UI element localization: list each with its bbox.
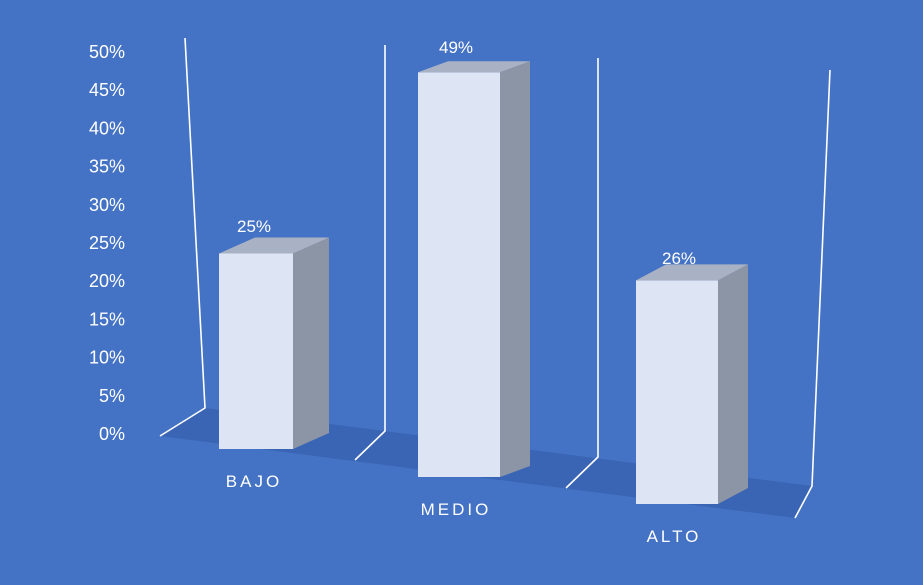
chart-walls [159,37,831,519]
y-tick-label: 5% [99,386,125,406]
wall-line-2 [565,58,599,489]
y-tick-label: 50% [89,42,125,62]
y-tick-label: 0% [99,424,125,444]
category-label: ALTO [647,527,702,546]
category-label: MEDIO [421,500,492,519]
data-label: 25% [237,217,271,236]
bar-side-alto [718,264,748,504]
y-axis-ticks: 0% 5% 10% 15% 20% 25% 30% 35% 40% 45% 50% [89,42,125,444]
y-tick-label: 40% [89,118,125,138]
y-tick-label: 45% [89,80,125,100]
data-labels: 25% 49% 26% [237,38,696,268]
bar-top-bajo [219,237,329,254]
bars [219,61,748,504]
bar-side-medio [500,61,530,477]
data-label: 49% [439,38,473,57]
category-labels: BAJO MEDIO ALTO [226,472,702,546]
bar-top-alto [636,264,748,281]
wall-line-0 [159,37,206,437]
y-tick-label: 15% [89,309,125,329]
y-tick-label: 20% [89,271,125,291]
category-label: BAJO [226,472,282,491]
y-tick-label: 35% [89,157,125,177]
wall-line-3 [794,69,831,519]
data-label: 26% [662,249,696,268]
bar-bajo [219,253,293,449]
y-tick-label: 30% [89,195,125,215]
bar-medio [418,72,500,477]
bar-top-medio [418,61,530,73]
bar-alto [636,280,718,504]
y-tick-label: 10% [89,348,125,368]
bar-side-bajo [293,237,329,449]
y-tick-label: 25% [89,233,125,253]
wall-line-1 [354,45,386,461]
